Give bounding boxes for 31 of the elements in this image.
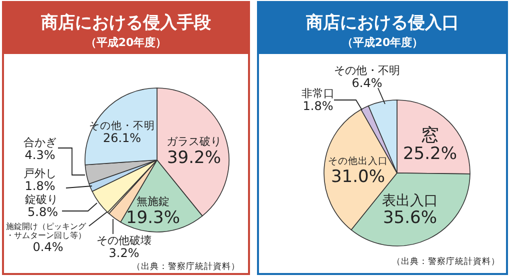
slice-label: 戸外し — [24, 167, 56, 180]
chart-title: 商店における侵入口 — [305, 13, 459, 33]
slice-label: 表出入口 — [382, 193, 438, 209]
data-label: 26.1% — [102, 131, 142, 145]
slice-label: 施錠開け（ピッキング・サムターン回し等） — [6, 222, 87, 240]
data-label: 0.4% — [32, 240, 64, 254]
data-label: 35.6% — [382, 208, 438, 228]
data-label: 1.8% — [302, 99, 334, 113]
data-label: 5.8% — [28, 205, 58, 219]
slice-label: その他破壊 — [96, 234, 152, 247]
chart-subtitle: （平成20年度） — [342, 36, 424, 49]
chart-title: 商店における侵入手段 — [40, 13, 212, 33]
data-label: 1.8% — [24, 179, 56, 193]
slice-label: 無施錠 — [136, 195, 170, 208]
slice-label: 錠破り — [25, 193, 58, 206]
data-label: 31.0% — [330, 167, 386, 187]
text: （出典：警察庁統計資料） — [132, 261, 240, 272]
slice-label: 非常口 — [302, 87, 334, 100]
slice-label: 合かぎ — [24, 136, 56, 149]
slice-label: 窓 — [421, 125, 439, 146]
data-label: 4.3% — [24, 148, 56, 162]
data-label: 6.4% — [352, 76, 382, 90]
slice-label: その他出入口 — [328, 155, 388, 167]
text: （出典：警察庁統計資料） — [392, 256, 500, 267]
data-label: 19.3% — [126, 208, 180, 228]
slice-label: その他・不明 — [334, 64, 400, 77]
chart-subtitle: （平成20年度） — [85, 36, 167, 49]
data-label: 25.2% — [402, 144, 458, 164]
data-label: 39.2% — [166, 148, 222, 168]
data-label: 3.2% — [108, 246, 140, 260]
slice-label: ガラス破り — [166, 135, 222, 148]
